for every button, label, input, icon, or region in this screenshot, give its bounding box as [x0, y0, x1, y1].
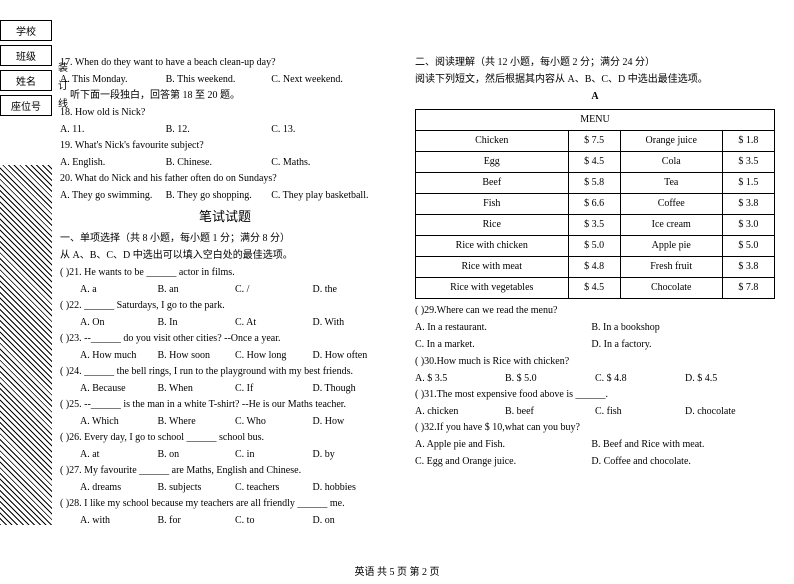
q25-opts: A. WhichB. WhereC. WhoD. How — [60, 414, 390, 430]
seat-box: 座位号 — [0, 95, 52, 116]
q30: ( )30.How much is Rice with chicken? — [415, 354, 775, 370]
menu-cell: $ 5.8 — [568, 173, 620, 194]
menu-cell: Rice — [416, 215, 569, 236]
hatch-pattern — [0, 165, 52, 525]
q17: 17. When do they want to have a beach cl… — [60, 55, 390, 71]
q18: 18. How old is Nick? — [60, 105, 390, 121]
q21-opts: A. aB. anC. /D. the — [60, 282, 390, 298]
menu-cell: $ 6.6 — [568, 194, 620, 215]
menu-cell: Chicken — [416, 131, 569, 152]
menu-cell: $ 4.5 — [568, 152, 620, 173]
q28: ( )28. I like my school because my teach… — [60, 496, 390, 512]
q17-opts: A. This Monday.B. This weekend.C. Next w… — [60, 72, 390, 88]
menu-cell: $ 1.8 — [722, 131, 774, 152]
menu-cell: $ 5.0 — [568, 236, 620, 257]
q23-opts: A. How muchB. How soonC. How longD. How … — [60, 348, 390, 364]
menu-cell: $ 3.5 — [722, 152, 774, 173]
q29: ( )29.Where can we read the menu? — [415, 303, 775, 319]
mc-title: 一、单项选择（共 8 小题，每小题 1 分；满分 8 分） — [60, 231, 390, 247]
menu-cell: Apple pie — [620, 236, 722, 257]
menu-cell: Fresh fruit — [620, 257, 722, 278]
read-title: 二、阅读理解（共 12 小题，每小题 2 分；满分 24 分） — [415, 55, 775, 71]
menu-cell: $ 1.5 — [722, 173, 774, 194]
menu-cell: $ 4.5 — [568, 278, 620, 299]
q31-opts: A. chickenB. beefC. fishD. chocolate — [415, 404, 775, 420]
q22: ( )22. ______ Saturdays, I go to the par… — [60, 298, 390, 314]
q24: ( )24. ______ the bell rings, I run to t… — [60, 364, 390, 380]
menu-cell: $ 4.8 — [568, 257, 620, 278]
q21: ( )21. He wants to be ______ actor in fi… — [60, 265, 390, 281]
q24-opts: A. BecauseB. WhenC. IfD. Though — [60, 381, 390, 397]
q26: ( )26. Every day, I go to school ______ … — [60, 430, 390, 446]
school-box: 学校 — [0, 20, 52, 41]
class-box: 班级 — [0, 45, 52, 66]
menu-cell: $ 3.8 — [722, 257, 774, 278]
menu-cell: $ 7.5 — [568, 131, 620, 152]
page-footer: 英语 共 5 页 第 2 页 — [0, 563, 794, 578]
read-instr: 阅读下列短文，然后根据其内容从 A、B、C、D 中选出最佳选项。 — [415, 72, 775, 88]
q27-opts: A. dreamsB. subjectsC. teachersD. hobbie… — [60, 480, 390, 496]
q20-opts: A. They go swimming.B. They go shopping.… — [60, 188, 390, 204]
menu-cell: $ 5.0 — [722, 236, 774, 257]
q27: ( )27. My favourite ______ are Maths, En… — [60, 463, 390, 479]
q22-opts: A. OnB. InC. AtD. With — [60, 315, 390, 331]
menu-cell: Fish — [416, 194, 569, 215]
menu-cell: Orange juice — [620, 131, 722, 152]
passage-label: A — [415, 89, 775, 105]
q29-opts-2: C. In a market.D. In a factory. — [415, 337, 775, 353]
menu-title: MENU — [416, 110, 775, 131]
listen-instr: 听下面一段独白，回答第 18 至 20 题。 — [60, 88, 390, 104]
q30-opts: A. $ 3.5B. $ 5.0C. $ 4.8D. $ 4.5 — [415, 371, 775, 387]
q32: ( )32.If you have $ 10,what can you buy? — [415, 420, 775, 436]
menu-cell: Egg — [416, 152, 569, 173]
menu-cell: $ 7.8 — [722, 278, 774, 299]
menu-cell: Tea — [620, 173, 722, 194]
menu-cell: $ 3.5 — [568, 215, 620, 236]
q29-opts-1: A. In a restaurant.B. In a bookshop — [415, 320, 775, 336]
q20: 20. What do Nick and his father often do… — [60, 171, 390, 187]
menu-cell: $ 3.8 — [722, 194, 774, 215]
q18-opts: A. 11.B. 12.C. 13. — [60, 122, 390, 138]
mc-instr: 从 A、B、C、D 中选出可以填入空白处的最佳选项。 — [60, 248, 390, 264]
q32-opts-2: C. Egg and Orange juice.D. Coffee and ch… — [415, 454, 775, 470]
q31: ( )31.The most expensive food above is _… — [415, 387, 775, 403]
menu-cell: Rice with meat — [416, 257, 569, 278]
menu-cell: Cola — [620, 152, 722, 173]
menu-cell: Chocolate — [620, 278, 722, 299]
written-title: 笔试试题 — [60, 207, 390, 228]
q32-opts-1: A. Apple pie and Fish.B. Beef and Rice w… — [415, 437, 775, 453]
menu-cell: $ 3.0 — [722, 215, 774, 236]
menu-cell: Rice with chicken — [416, 236, 569, 257]
q26-opts: A. atB. onC. inD. by — [60, 447, 390, 463]
sidebar: 学校 班级 姓名 座位号 — [0, 20, 52, 120]
menu-table: MENU Chicken$ 7.5Orange juice$ 1.8Egg$ 4… — [415, 109, 775, 299]
q28-opts: A. withB. forC. toD. on — [60, 513, 390, 529]
menu-cell: Ice cream — [620, 215, 722, 236]
name-box: 姓名 — [0, 70, 52, 91]
menu-cell: Rice with vegetables — [416, 278, 569, 299]
q23: ( )23. --______ do you visit other citie… — [60, 331, 390, 347]
q25: ( )25. --______ is the man in a white T-… — [60, 397, 390, 413]
right-column: 二、阅读理解（共 12 小题，每小题 2 分；满分 24 分） 阅读下列短文，然… — [415, 55, 775, 471]
left-column: 17. When do they want to have a beach cl… — [60, 55, 390, 529]
q19: 19. What's Nick's favourite subject? — [60, 138, 390, 154]
menu-cell: Coffee — [620, 194, 722, 215]
q19-opts: A. English.B. Chinese.C. Maths. — [60, 155, 390, 171]
menu-cell: Beef — [416, 173, 569, 194]
